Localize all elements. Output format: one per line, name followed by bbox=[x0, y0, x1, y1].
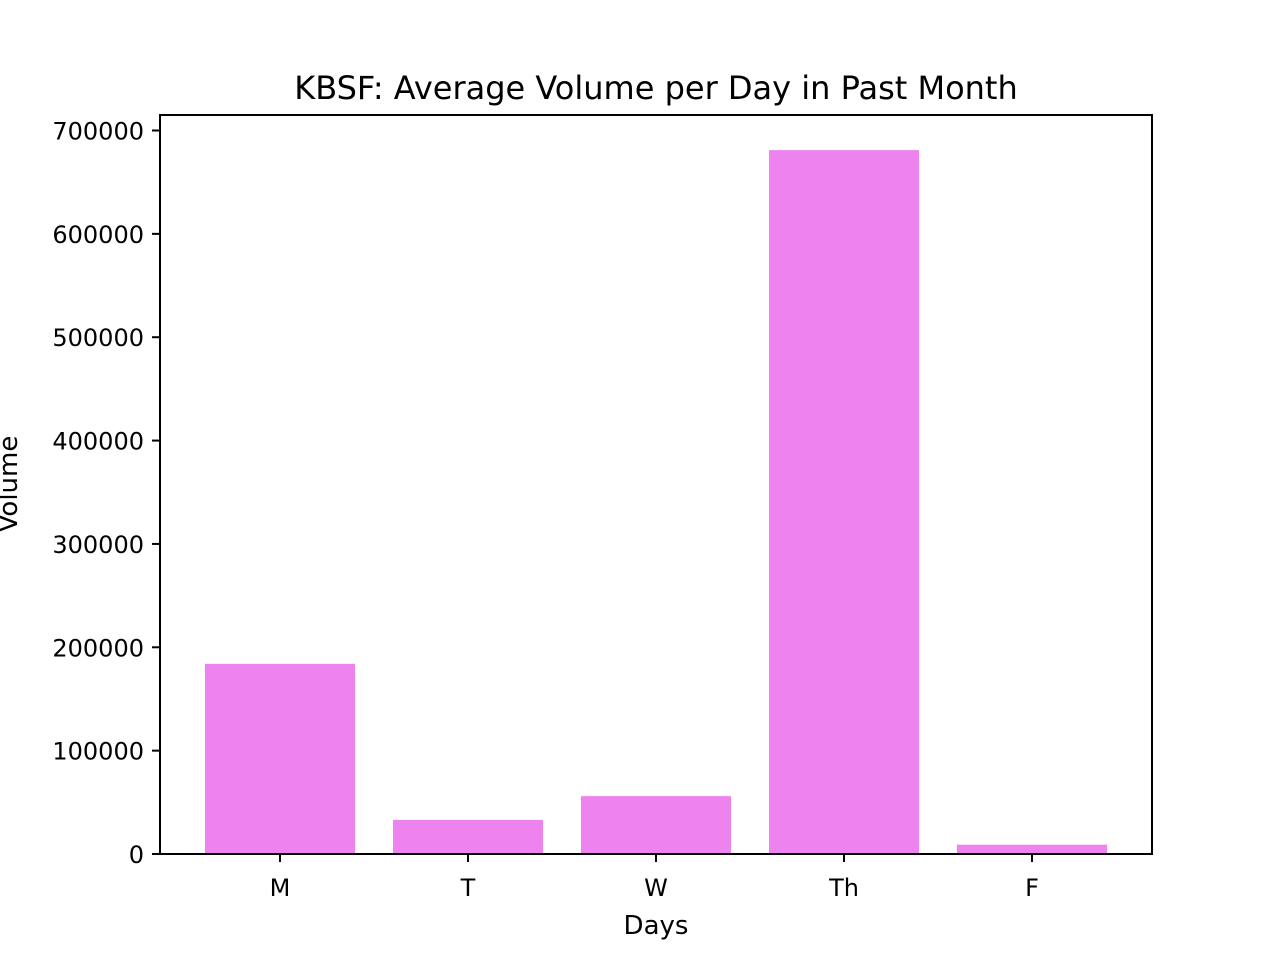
y-tick-label: 200000 bbox=[52, 634, 144, 662]
x-tick-label: M bbox=[270, 874, 291, 902]
y-tick-label: 500000 bbox=[52, 324, 144, 352]
y-tick-label: 400000 bbox=[52, 428, 144, 456]
y-tick-label: 600000 bbox=[52, 221, 144, 249]
bar-f bbox=[957, 844, 1107, 854]
x-tick-label: Th bbox=[828, 874, 859, 902]
plot-frame bbox=[159, 114, 1153, 855]
y-tick-label: 100000 bbox=[52, 738, 144, 766]
x-axis-label: Days bbox=[624, 911, 689, 941]
ticks-layer: M T W Th F 0 100000 200000 300000 400000 500000 600… bbox=[52, 118, 1039, 902]
chart-title: KBSF: Average Volume per Day in Past Mon… bbox=[294, 69, 1018, 107]
bar-th bbox=[769, 150, 919, 855]
y-tick-label: 300000 bbox=[52, 531, 144, 559]
y-tick-label: 700000 bbox=[52, 118, 144, 146]
bars-layer bbox=[205, 150, 1107, 855]
y-tick-label: 0 bbox=[129, 841, 144, 869]
bar-w bbox=[581, 796, 731, 854]
y-axis-label: Volume bbox=[0, 436, 24, 533]
x-tick-label: F bbox=[1025, 874, 1039, 902]
x-tick-label: W bbox=[644, 874, 668, 902]
x-tick-label: T bbox=[460, 874, 476, 902]
bar-m bbox=[205, 663, 355, 854]
bar-t bbox=[393, 819, 543, 854]
